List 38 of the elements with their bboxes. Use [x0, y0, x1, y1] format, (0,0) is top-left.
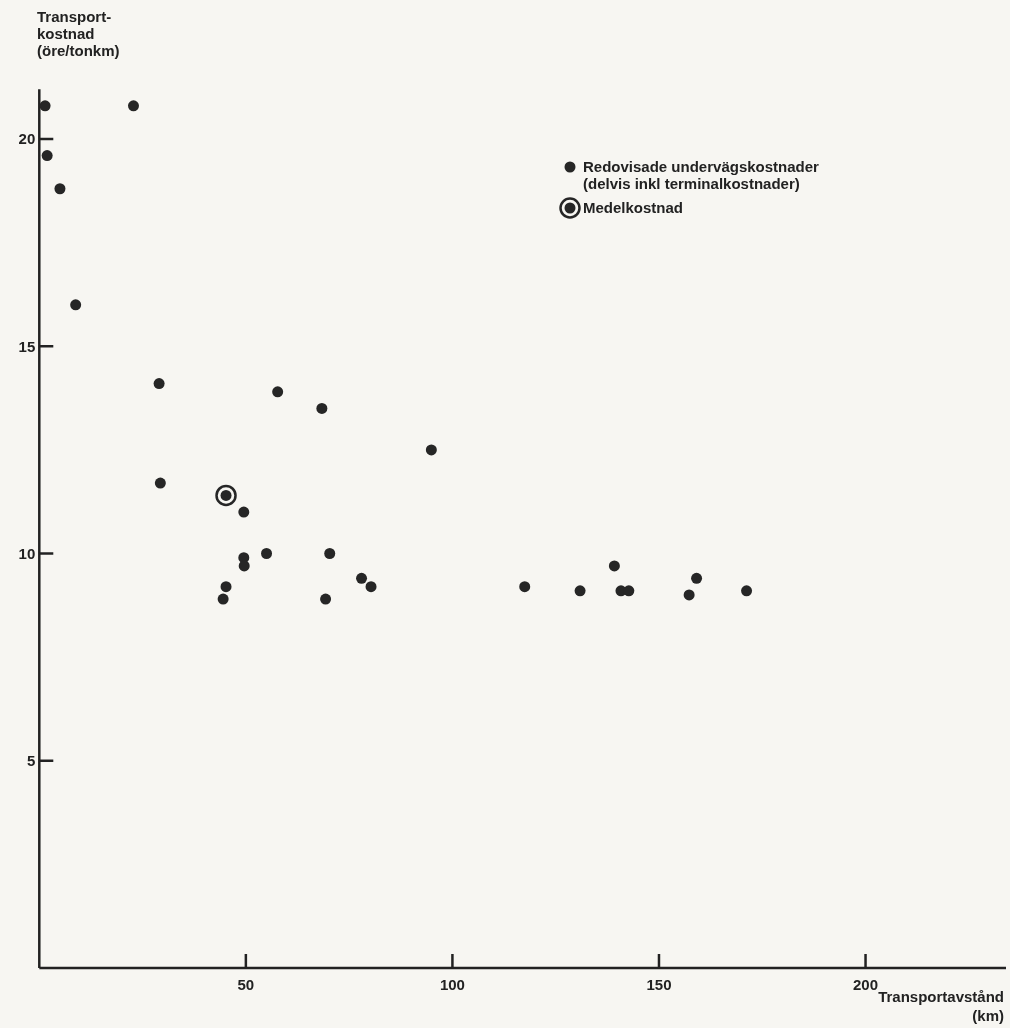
x-tick-label: 50 — [237, 976, 255, 993]
point — [691, 572, 703, 584]
point — [519, 581, 531, 593]
point — [127, 100, 139, 112]
legend-label: Redovisade undervägskostnader (delvis inkl terminalkostnader) — [583, 158, 820, 192]
y-tick-label: 5 — [26, 752, 36, 769]
y-tick-label: 20 — [18, 130, 36, 148]
point — [41, 150, 53, 162]
point — [238, 560, 250, 572]
y-tick-label: 10 — [18, 544, 36, 562]
x-axis-title: Transportavstånd (km) — [878, 988, 1004, 1024]
point — [574, 585, 586, 597]
point — [365, 581, 377, 593]
point — [54, 183, 66, 195]
x-tick-label: 100 — [439, 976, 465, 993]
point — [316, 402, 328, 414]
point — [320, 593, 332, 605]
point — [39, 100, 51, 112]
point — [220, 581, 232, 593]
point — [217, 593, 229, 605]
point — [272, 386, 284, 398]
point — [154, 477, 166, 489]
legend-label: Medelkostnad — [583, 199, 684, 216]
point — [425, 444, 437, 456]
point — [608, 560, 620, 572]
point — [683, 589, 695, 601]
y-axis-title: Transport- kostnad (öre/tonkm) — [37, 8, 120, 59]
point — [261, 548, 273, 559]
y-tick-label: 15 — [18, 337, 36, 355]
point — [153, 378, 165, 390]
x-tick-label: 150 — [646, 976, 672, 993]
point — [356, 572, 368, 584]
x-tick-label: 200 — [853, 976, 879, 993]
point — [324, 548, 336, 559]
point — [215, 484, 237, 507]
point — [238, 506, 250, 518]
point — [70, 299, 82, 311]
point — [741, 585, 753, 597]
